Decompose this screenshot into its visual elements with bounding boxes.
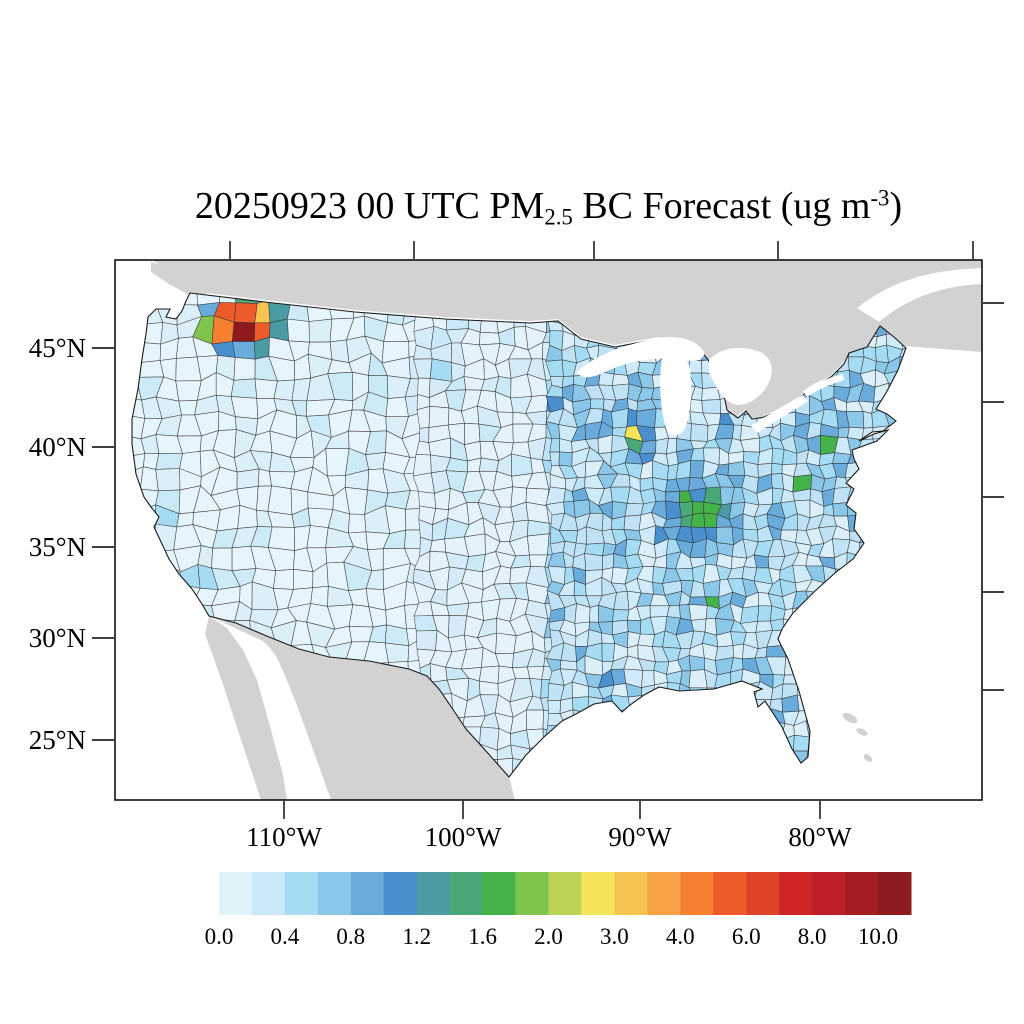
plot-title: 20250923 00 UTC PM2.5 BC Forecast (ug m-… <box>115 184 982 230</box>
colorbar-label: 0.4 <box>271 924 300 949</box>
colorbar-segment <box>845 872 879 915</box>
title-text-mid: BC Forecast (ug m <box>572 185 871 227</box>
title-superscript: -3 <box>870 185 890 211</box>
colorbar-segment <box>317 872 352 915</box>
canada-landmass <box>153 260 982 418</box>
map-frame <box>114 259 983 801</box>
mexico-landmass <box>209 616 515 800</box>
colorbar-segment <box>680 872 714 915</box>
colorbar-segment <box>219 872 253 915</box>
colorbar-segment <box>284 872 319 915</box>
colorbar-label: 0.0 <box>205 924 234 949</box>
colorbar-segment <box>812 872 846 915</box>
colorbar-segment <box>515 872 550 915</box>
colorbar: 0.0 0.4 0.8 1.2 1.6 2.0 3.0 4.0 6.0 8.0 10.0 <box>205 872 912 949</box>
lon-tick-label: 80°W <box>788 822 852 852</box>
colorbar-segment <box>713 872 747 915</box>
colorbar-segment <box>251 872 286 915</box>
colorbar-segment <box>614 872 648 915</box>
colorbar-segment <box>779 872 813 915</box>
colorbar-label: 8.0 <box>798 924 827 949</box>
colorbar-label: 4.0 <box>666 924 695 949</box>
lat-tick-label: 45°N <box>29 333 86 363</box>
bahamas-island <box>856 728 868 736</box>
axis-labels: 45°N 40°N 35°N 30°N 25°N 110°W 100°W 90°W 80°W <box>29 333 852 852</box>
bahamas-island <box>842 712 858 724</box>
colorbar-label: 3.0 <box>600 924 629 949</box>
colorbar-segment <box>647 872 681 915</box>
colorbar-segment <box>746 872 780 915</box>
bahamas-island <box>863 754 873 762</box>
lon-tick-label: 100°W <box>425 822 502 852</box>
map-area <box>115 260 982 800</box>
lat-tick-label: 40°N <box>29 432 86 462</box>
colorbar-segment <box>416 872 451 915</box>
lat-tick-label: 25°N <box>29 725 86 755</box>
title-text-suffix: ) <box>889 185 903 227</box>
lake-michigan <box>660 352 692 436</box>
colorbar-segment <box>482 872 517 915</box>
lake-ontario <box>803 374 844 397</box>
colorbar-segment <box>878 872 912 915</box>
colorbar-label: 6.0 <box>732 924 761 949</box>
colorbar-label: 1.2 <box>402 924 431 949</box>
colorbar-segment <box>581 872 615 915</box>
lake-superior <box>577 337 705 378</box>
axis-ticks <box>92 241 1004 819</box>
lat-tick-label: 35°N <box>29 532 86 562</box>
lon-tick-label: 110°W <box>246 822 322 852</box>
title-subscript: 2.5 <box>544 204 573 230</box>
nova-scotia <box>907 305 979 332</box>
colorbar-label: 2.0 <box>534 924 563 949</box>
lake-erie <box>751 395 808 433</box>
baja-california <box>205 616 287 800</box>
vancouver-island <box>151 262 207 296</box>
colorbar-segment <box>350 872 385 915</box>
colorbar-label: 0.8 <box>336 924 365 949</box>
colorbar-label: 1.6 <box>468 924 497 949</box>
colorbar-label: 10.0 <box>858 924 898 949</box>
colorbar-segment <box>383 872 418 915</box>
colorbar-segment <box>449 872 484 915</box>
lon-tick-label: 90°W <box>608 822 672 852</box>
lake-huron <box>709 347 772 405</box>
lat-tick-label: 30°N <box>29 623 86 653</box>
title-text: 20250923 00 UTC PM <box>194 185 545 227</box>
gulf-of-st-lawrence <box>857 268 982 322</box>
colorbar-segment <box>548 872 582 915</box>
